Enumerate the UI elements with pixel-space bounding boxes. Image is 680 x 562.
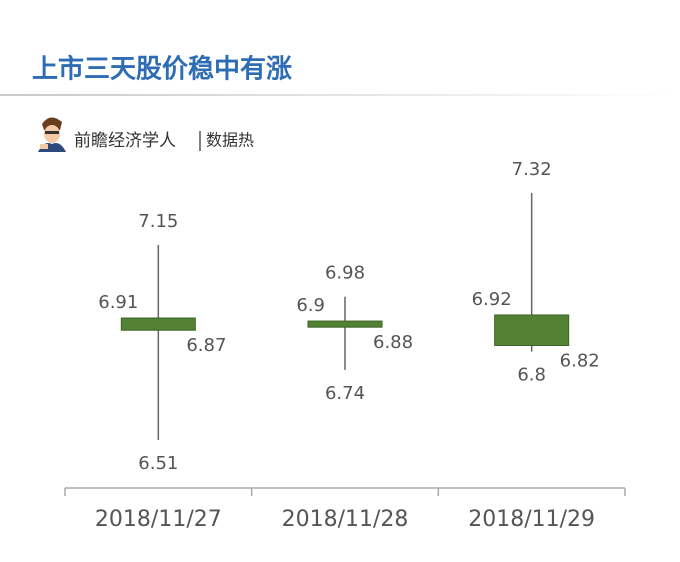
source: 数据热	[206, 131, 254, 150]
avatar	[38, 117, 66, 152]
candle-body	[494, 314, 570, 346]
title-rule	[0, 94, 680, 96]
open-label: 6.9	[296, 295, 325, 316]
close-label: 6.87	[186, 335, 226, 356]
close-label: 6.88	[373, 332, 413, 353]
close-label: 6.82	[560, 350, 600, 371]
chart-title: 上市三天股价稳中有涨	[32, 54, 292, 85]
x-tick-label: 2018/11/27	[95, 507, 222, 532]
high-label: 6.98	[325, 263, 365, 284]
low-label: 6.74	[325, 383, 365, 404]
open-label: 6.92	[472, 289, 512, 310]
author: 前瞻经济学人	[74, 131, 176, 151]
open-label: 6.91	[98, 292, 138, 313]
low-label: 6.8	[517, 365, 546, 386]
low-label: 6.51	[138, 453, 178, 474]
x-tick-label: 2018/11/28	[282, 507, 409, 532]
high-label: 7.15	[138, 211, 178, 232]
x-tick-label: 2018/11/29	[468, 507, 595, 532]
candle-body	[120, 317, 196, 331]
high-label: 7.32	[512, 159, 552, 180]
candle-body	[307, 320, 383, 328]
